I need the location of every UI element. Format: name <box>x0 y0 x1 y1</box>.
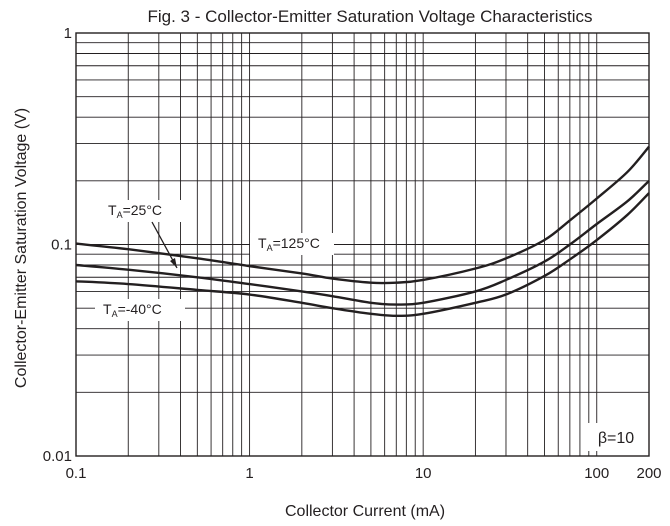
x-tick-label: 0.1 <box>66 465 87 482</box>
y-axis-label: Collector-Emitter Saturation Voltage (V) <box>13 108 30 388</box>
x-tick-label: 1 <box>245 465 253 482</box>
series-label-25c-text: =25°C <box>123 202 162 218</box>
series-label-minus40c: TA=-40°C <box>95 299 185 321</box>
svg-text:TA=-40°C: TA=-40°C <box>103 301 162 319</box>
x-axis-label: Collector Current (mA) <box>285 503 445 520</box>
x-tick-label: 200 <box>636 465 661 482</box>
x-tick-label: 10 <box>415 465 432 482</box>
chart-title: Fig. 3 - Collector-Emitter Saturation Vo… <box>147 7 592 26</box>
y-tick-label: 0.1 <box>51 237 72 254</box>
beta-annotation-bg <box>586 423 646 451</box>
y-tick-label: 1 <box>64 25 72 42</box>
series-line-2 <box>75 192 650 318</box>
y-tick-label: 0.01 <box>43 448 72 465</box>
series-line-0 <box>75 145 650 285</box>
svg-text:TA=25°C: TA=25°C <box>108 202 162 220</box>
series-label-125c-sub: A <box>267 243 273 253</box>
grid <box>76 33 649 456</box>
beta-annotation: β=10 <box>598 430 634 447</box>
series-label-minus40c-prefix: T <box>103 301 112 317</box>
x-tick-label: 100 <box>584 465 609 482</box>
series-label-25c-arrowhead <box>170 258 177 268</box>
svg-text:TA=125°C: TA=125°C <box>258 235 320 253</box>
series-lines <box>75 145 650 318</box>
series-label-125c: TA=125°C <box>250 233 334 255</box>
series-label-minus40c-sub: A <box>112 309 118 319</box>
series-label-125c-text: =125°C <box>273 235 320 251</box>
series-label-25c-sub: A <box>117 210 123 220</box>
plot-frame <box>75 32 650 457</box>
series-label-25c-prefix: T <box>108 202 117 218</box>
series-line-1 <box>75 179 650 306</box>
series-label-minus40c-text: =-40°C <box>118 301 162 317</box>
series-label-25c: TA=25°C <box>100 200 190 269</box>
series-label-125c-prefix: T <box>258 235 267 251</box>
